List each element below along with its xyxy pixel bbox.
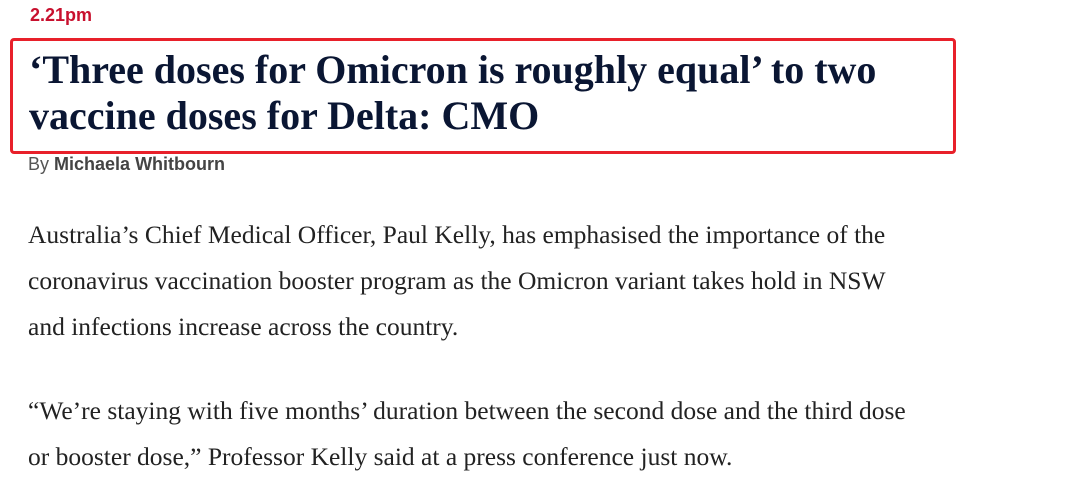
- paragraph: Australia’s Chief Medical Officer, Paul …: [28, 212, 886, 350]
- paragraph-line: Australia’s Chief Medical Officer, Paul …: [28, 220, 886, 249]
- headline-line: vaccine doses for Delta: CMO: [29, 93, 540, 138]
- paragraph: “We’re staying with five months’ duratio…: [28, 388, 906, 480]
- byline-prefix: By: [28, 154, 50, 174]
- paragraph-line: or booster dose,” Professor Kelly said a…: [28, 442, 733, 471]
- entry-time: 2.21pm: [30, 5, 93, 25]
- paragraph-line: and infections increase across the count…: [28, 312, 459, 341]
- headline-line: ‘Three doses for Omicron is roughly equa…: [29, 47, 877, 92]
- byline-author[interactable]: Michaela Whitbourn: [54, 154, 226, 174]
- paragraph-line: coronavirus vaccination booster program …: [28, 266, 886, 295]
- headline-box: ‘Three doses for Omicron is roughly equa…: [10, 38, 956, 154]
- headline: ‘Three doses for Omicron is roughly equa…: [29, 47, 876, 139]
- paragraph-line: “We’re staying with five months’ duratio…: [28, 396, 906, 425]
- byline: By Michaela Whitbourn: [28, 154, 225, 175]
